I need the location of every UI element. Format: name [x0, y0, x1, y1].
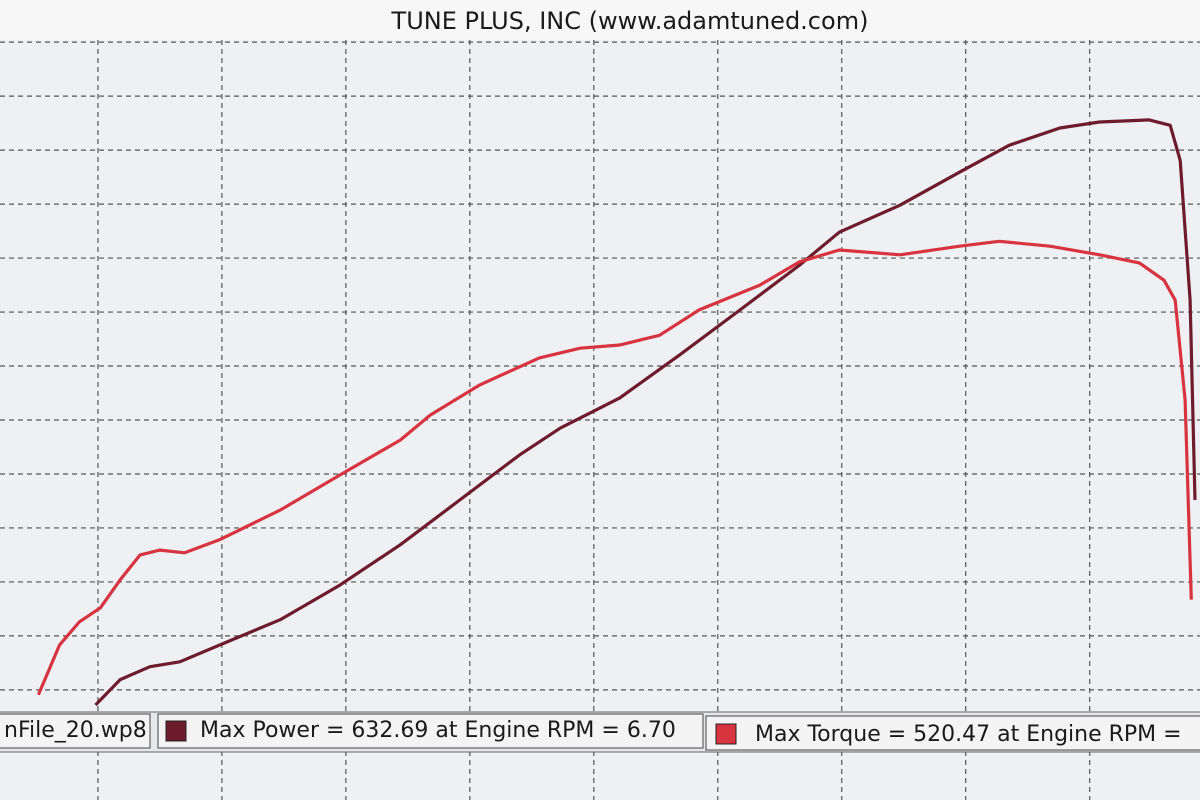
series-line: [94, 118, 1197, 707]
chart-title: TUNE PLUS, INC (www.adamtuned.com): [391, 7, 869, 35]
legend: nFile_20.wp8 Max Power = 632.69 at Engin…: [0, 711, 1200, 753]
header-band: [0, 0, 1200, 40]
legend-swatch: [715, 723, 737, 745]
lines: [36, 118, 1197, 707]
legend-box: [157, 713, 704, 749]
file-box: [0, 713, 151, 749]
legend-swatch: [165, 720, 187, 742]
legend-label: Max Torque = 520.47 at Engine RPM =: [755, 722, 1182, 747]
legend-label: Max Power = 632.69 at Engine RPM = 6.70: [200, 718, 676, 743]
grid: [0, 40, 1200, 800]
file-label: nFile_20.wp8: [4, 718, 147, 743]
legend-box: [705, 715, 1200, 751]
series-line: [36, 239, 1193, 696]
